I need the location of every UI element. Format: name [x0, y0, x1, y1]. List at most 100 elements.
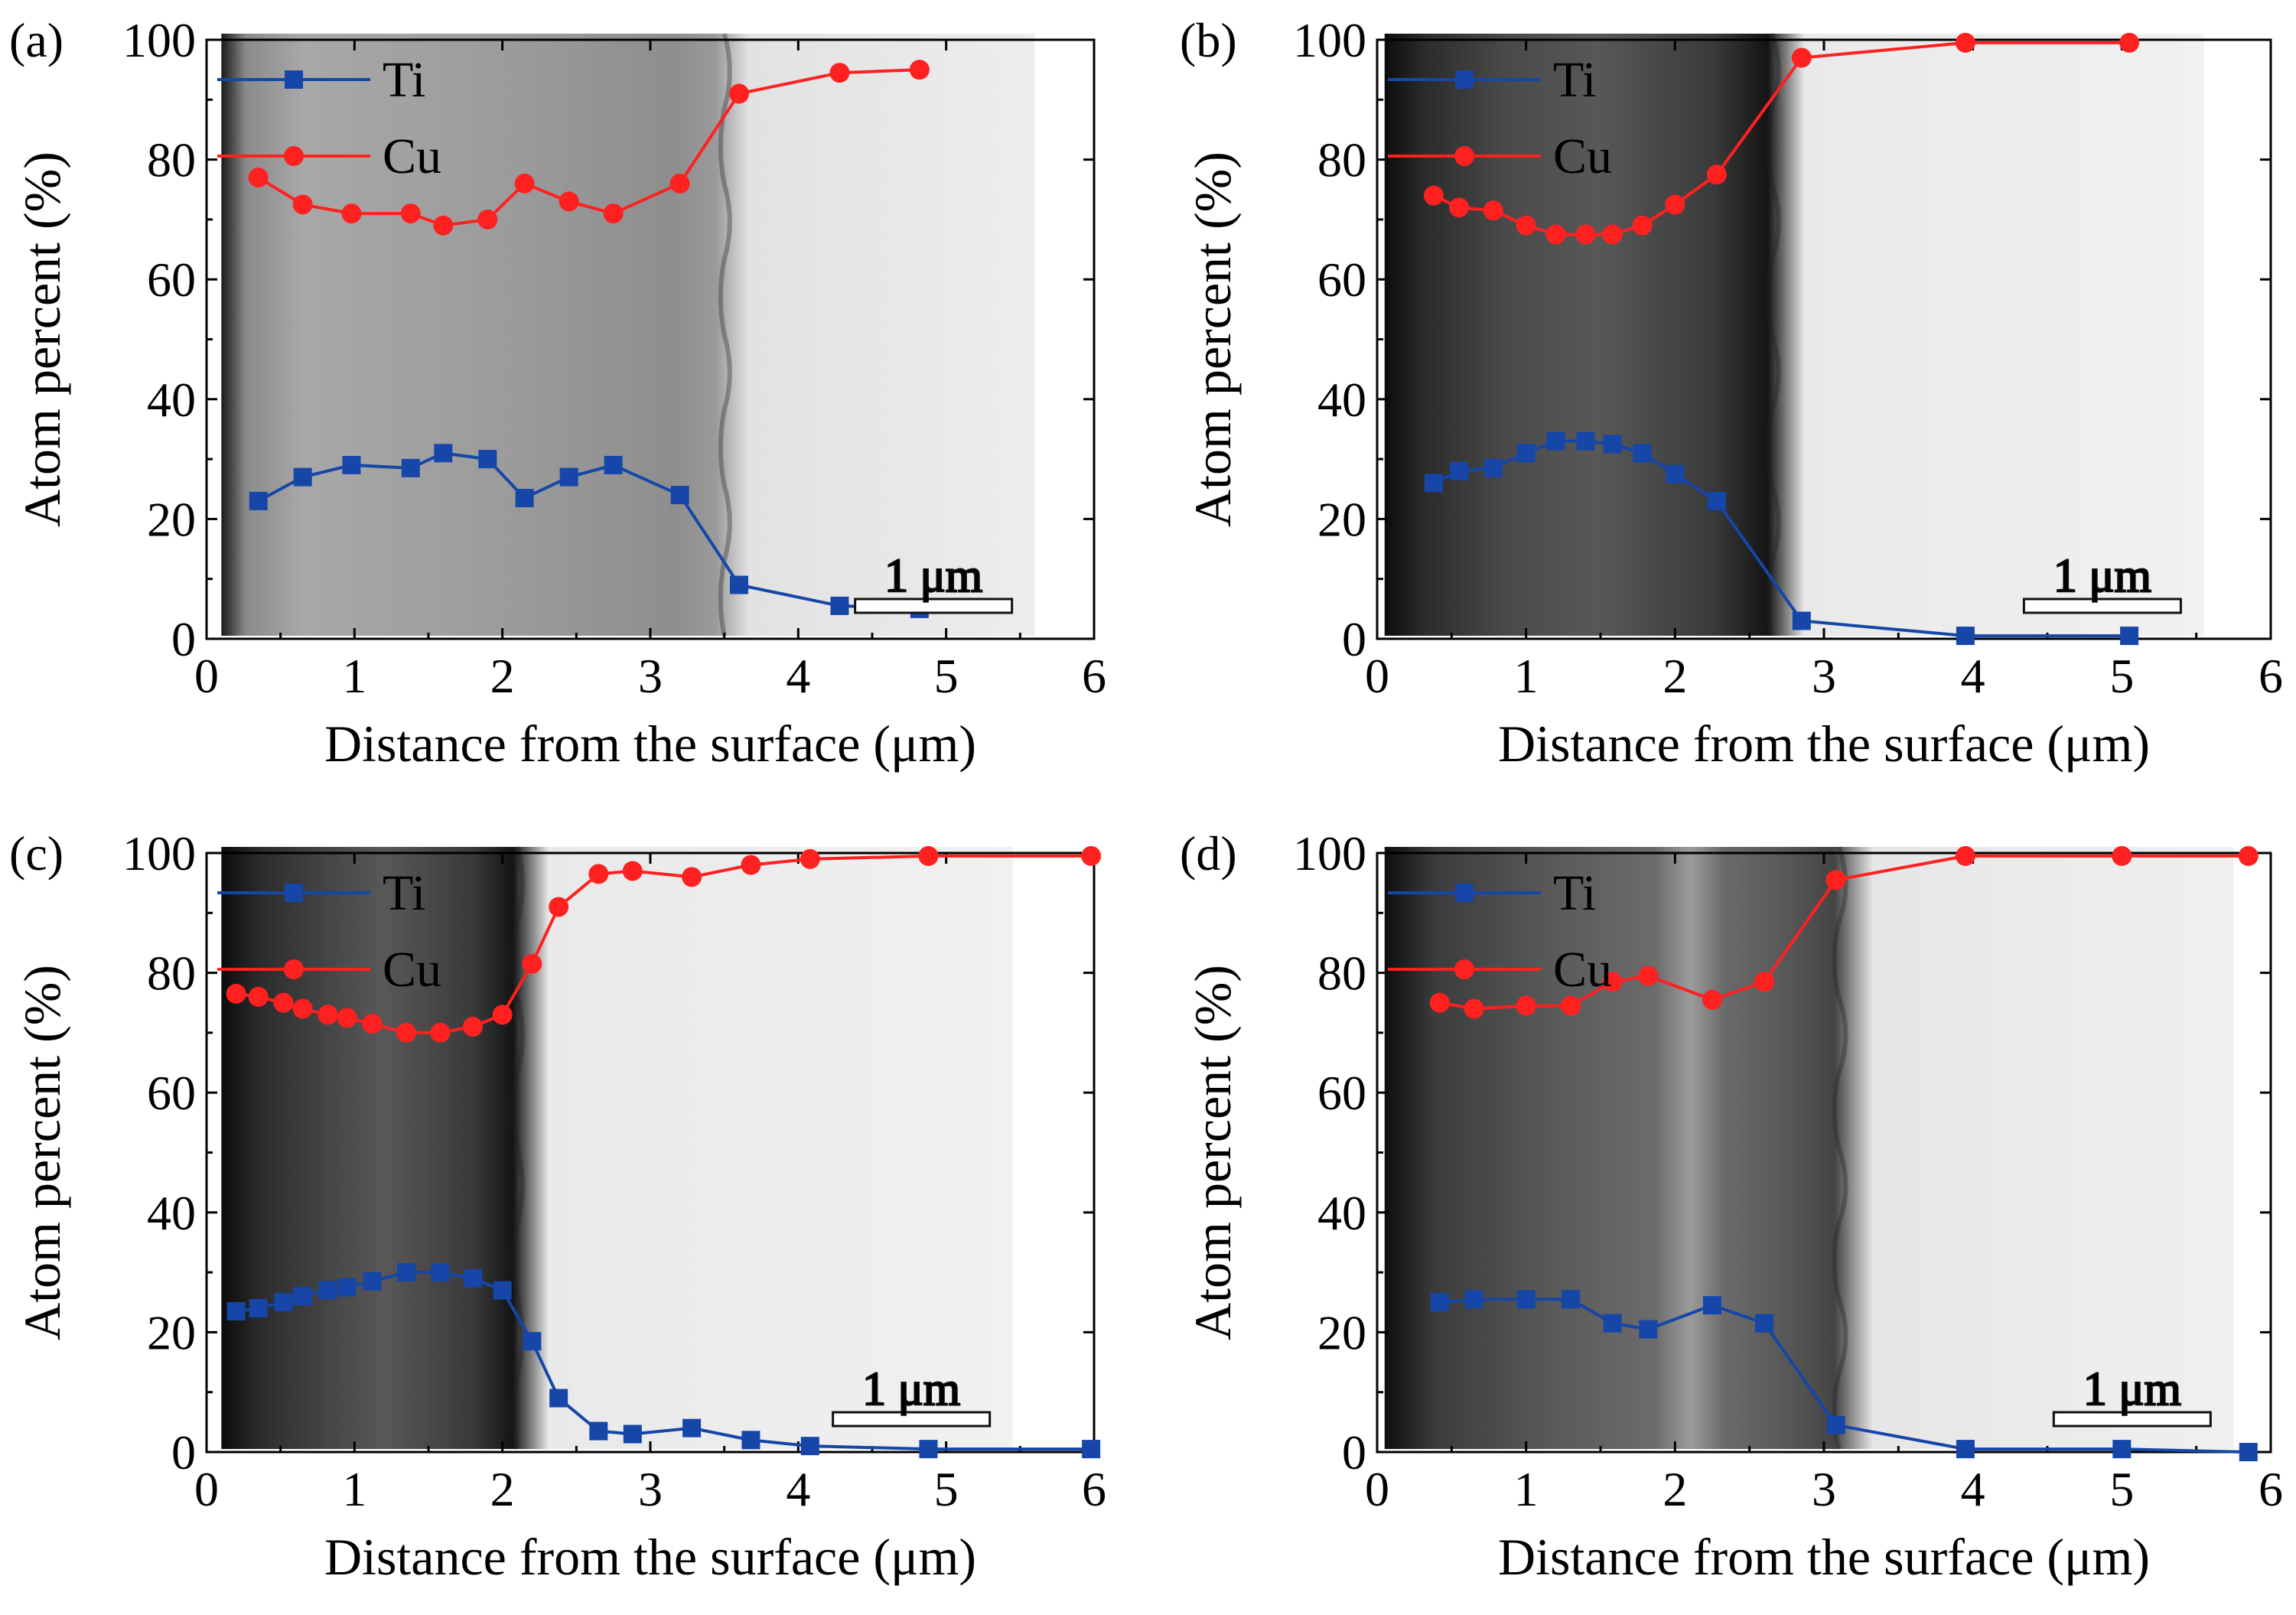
legend-cu-label: Cu	[383, 129, 441, 184]
ti-data-point	[830, 596, 849, 615]
y-tick-label: 60	[1317, 1066, 1366, 1120]
cu-data-point	[1575, 224, 1596, 245]
scale-bar	[2052, 1411, 2212, 1428]
cu-data-point	[1825, 870, 1846, 891]
ti-data-point	[604, 455, 623, 474]
cu-data-point	[1561, 995, 1581, 1016]
ti-data-point	[623, 1425, 642, 1444]
legend-ti-marker	[285, 70, 303, 89]
ti-data-point	[1956, 627, 1975, 646]
legend-cu-label: Cu	[1553, 129, 1612, 184]
cu-data-point	[1464, 998, 1484, 1019]
ti-data-point	[549, 1389, 568, 1408]
ti-data-point	[249, 1299, 268, 1318]
cu-data-point	[1638, 965, 1659, 986]
y-tick-label: 40	[1317, 1186, 1366, 1240]
ti-data-point	[342, 455, 361, 474]
ti-data-point	[1703, 1296, 1721, 1315]
ti-data-point	[249, 491, 268, 510]
ti-data-point	[2120, 627, 2139, 646]
cu-data-point	[273, 992, 294, 1013]
cu-data-point	[341, 204, 362, 224]
y-tick-label: 80	[1317, 133, 1366, 187]
ti-data-point	[397, 1263, 415, 1282]
ti-data-point	[670, 486, 689, 505]
cu-data-point	[522, 953, 542, 974]
ti-data-point	[2112, 1440, 2132, 1459]
cu-data-point	[800, 848, 820, 869]
ti-data-point	[1464, 1290, 1483, 1309]
cu-data-point	[2238, 845, 2259, 866]
cu-data-point	[248, 986, 269, 1007]
cu-data-point	[549, 897, 569, 917]
panel-d: 0 20 40 60 80 100 0 1 2 3 4 5 6 Distance from the sur…	[1180, 826, 2283, 1586]
x-tick-label: 3	[1812, 649, 1836, 703]
y-tick-label: 20	[1317, 492, 1366, 546]
legend-cu-marker	[284, 959, 304, 979]
x-tick-label: 4	[786, 1462, 810, 1516]
cu-data-point	[918, 845, 939, 866]
legend-cu-marker	[1454, 146, 1474, 166]
cu-data-point	[1791, 47, 1812, 68]
y-tick-label: 0	[171, 612, 196, 666]
ti-data-point	[293, 467, 312, 487]
ti-data-point	[478, 450, 497, 469]
cu-data-point	[1545, 224, 1566, 245]
y-tick-label: 100	[1293, 826, 1366, 881]
y-tick-label: 40	[147, 1186, 196, 1240]
cu-data-point	[226, 984, 246, 1004]
legend-cu-marker	[1454, 959, 1474, 979]
x-tick-label: 4	[1961, 649, 1985, 703]
cu-data-point	[909, 60, 930, 80]
cu-data-point	[682, 867, 702, 887]
ti-data-point	[1707, 491, 1726, 510]
x-tick-label: 5	[934, 1462, 959, 1516]
legend-ti-marker	[1455, 70, 1474, 89]
x-tick-label: 0	[194, 649, 219, 703]
x-tick-label: 0	[194, 1462, 219, 1516]
cu-data-point	[1665, 194, 1685, 215]
ti-data-point	[318, 1281, 337, 1300]
ti-data-point	[2239, 1443, 2258, 1461]
panel-label: (c)	[9, 826, 64, 881]
legend-ti-label: Ti	[1553, 865, 1596, 921]
panel-c: 0 20 40 60 80 100 0 1 2 3 4 5 6 Distance from the sur…	[9, 826, 1106, 1586]
cu-data-point	[477, 209, 498, 230]
ti-data-point	[800, 1437, 819, 1456]
sem-micrograph-background	[1384, 847, 2234, 1449]
ti-data-point	[1430, 1293, 1449, 1312]
x-tick-label: 0	[1365, 649, 1389, 703]
layer-interface	[1764, 32, 1781, 637]
cu-data-point	[1449, 197, 1470, 218]
x-tick-label: 2	[1663, 1462, 1687, 1516]
legend-cu-label: Cu	[383, 942, 441, 998]
cu-data-point	[433, 215, 454, 236]
cu-data-point	[2112, 845, 2132, 866]
x-tick-label: 3	[638, 1462, 663, 1516]
legend-cu-label: Cu	[1553, 942, 1612, 998]
ti-data-point	[1792, 611, 1811, 630]
cu-data-point	[741, 855, 761, 875]
y-tick-label: 60	[1317, 252, 1366, 307]
cu-data-point	[1706, 164, 1727, 185]
scale-bar-label: 1 μm	[2053, 550, 2151, 602]
legend-ti-marker	[1455, 884, 1474, 902]
panel-label: (d)	[1180, 826, 1237, 881]
ti-data-point	[515, 488, 534, 507]
cu-data-point	[1423, 185, 1444, 206]
ti-data-point	[919, 1440, 938, 1459]
cu-data-point	[1702, 989, 1722, 1010]
cu-data-point	[1632, 215, 1653, 236]
cu-data-point	[2119, 32, 2140, 53]
ti-data-point	[1516, 1290, 1536, 1309]
x-tick-label: 1	[1514, 649, 1539, 703]
scale-bar	[2022, 597, 2182, 614]
cu-data-point	[492, 1004, 513, 1025]
ti-data-point	[523, 1332, 542, 1351]
ti-data-point	[1450, 461, 1469, 480]
ti-data-point	[682, 1418, 702, 1438]
ti-data-point	[226, 1301, 246, 1320]
x-tick-label: 5	[2109, 1462, 2134, 1516]
legend-cu-marker	[284, 146, 304, 166]
